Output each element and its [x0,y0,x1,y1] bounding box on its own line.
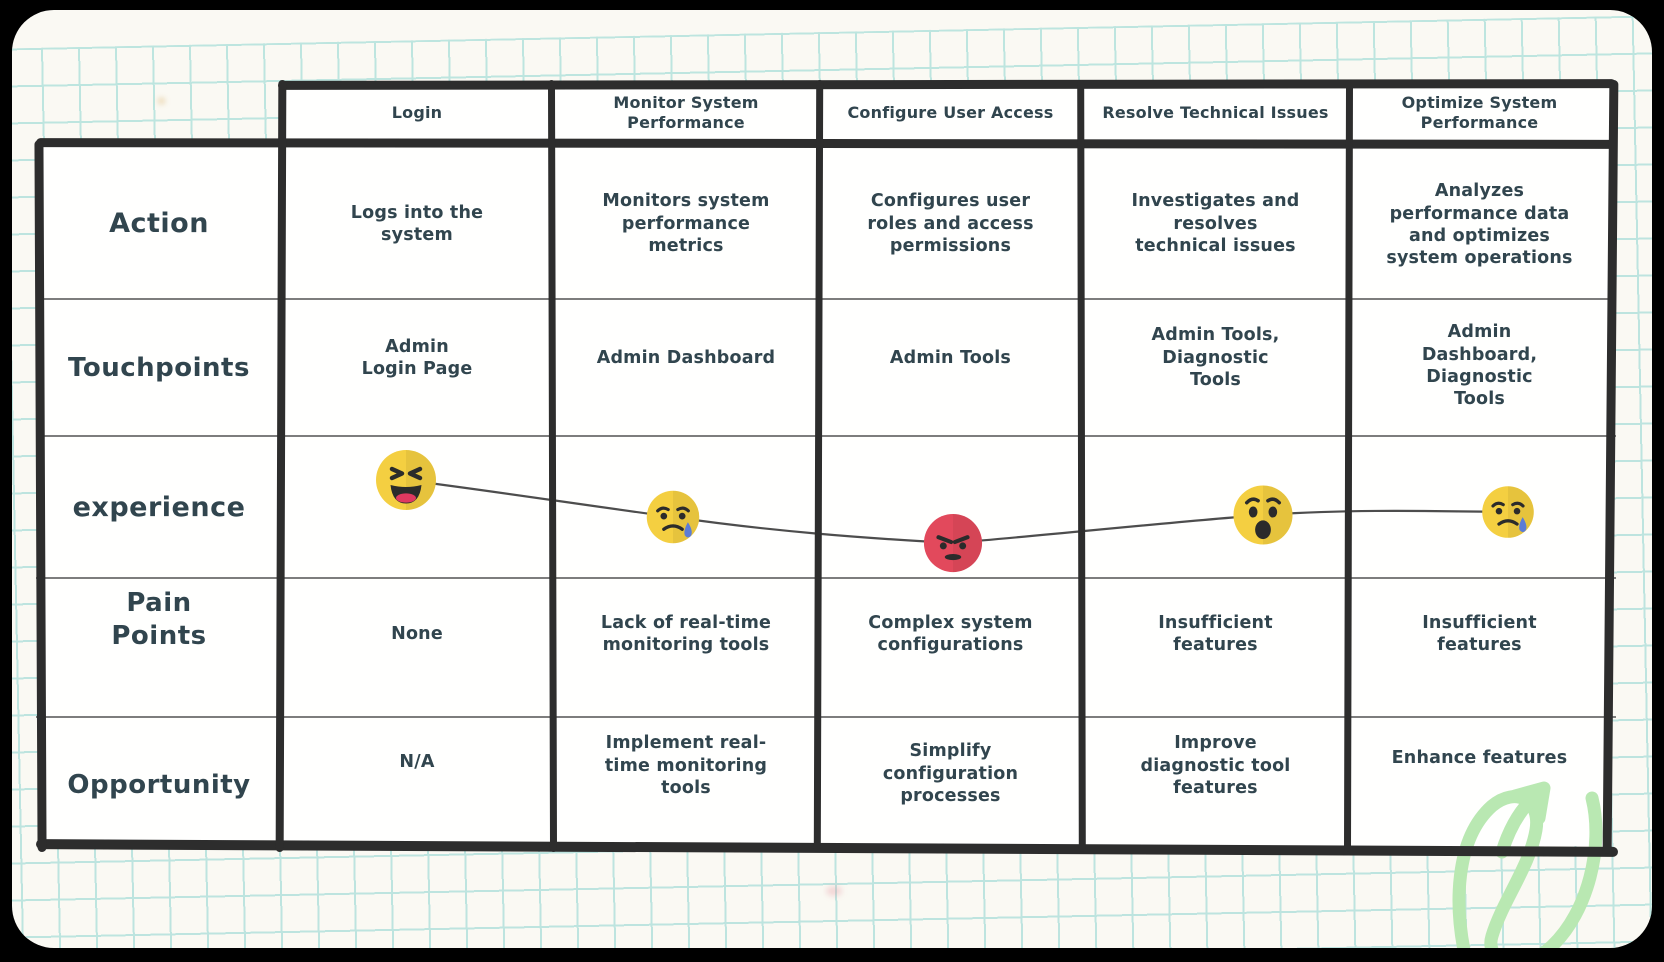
stage-header-configure: Configure User Access [847,102,1054,122]
pain-points-cell: None [391,623,443,644]
touchpoints-cell: Admin Dashboard [596,347,776,368]
action-cell: Configures user roles and access permiss… [867,191,1034,257]
opportunity-cell: Enhance features [1391,747,1568,768]
graph-paper-sheet: Login Monitor System Performance Configu… [12,10,1652,948]
stage-header-resolve: Resolve Technical Issues [1102,102,1329,122]
sad-tear-emoji-icon [1481,485,1536,540]
opportunity-cell: N/A [399,751,435,772]
action-cell: Analyzes performance data and optimizes … [1386,181,1573,269]
paper-smudge [826,886,842,896]
row-divider [36,577,1616,579]
header-row-background [280,82,1612,144]
opportunity-cell: Simplify configuration processes [882,741,1019,807]
pain-points-cell: Insufficient features [1422,612,1537,655]
pain-points-cell: Complex system configurations [868,612,1033,655]
opportunity-cell: Improve diagnostic tool features [1140,733,1291,799]
row-label-opportunity: Opportunity [67,770,251,801]
row-label-experience: experience [72,491,246,523]
row-divider [36,716,1616,718]
action-cell: Monitors system performance metrics [602,191,770,257]
row-label-touchpoints: Touchpoints [68,353,250,384]
angry-emoji-icon [922,512,984,574]
touchpoints-cell: Admin Tools, Diagnostic Tools [1151,325,1280,391]
action-cell: Investigates and resolves technical issu… [1131,191,1300,257]
surprised-emoji-icon [1232,484,1295,547]
touchpoints-cell: Admin Tools [889,347,1012,368]
row-label-pain-points: Pain Points [111,587,207,651]
sad-tear-emoji-icon [645,489,701,545]
touchpoints-cell: Admin Login Page [361,336,473,379]
pain-points-cell: Lack of real-time monitoring tools [600,612,772,655]
pain-points-cell: Insufficient features [1158,612,1273,655]
row-label-action: Action [109,207,209,239]
touchpoints-cell: Admin Dashboard, Diagnostic Tools [1421,322,1538,410]
paper-speck [158,98,165,104]
row-divider [36,435,1616,437]
row-divider [36,298,1616,300]
stage-header-monitor: Monitor System Performance [613,92,759,132]
stage-header-login: Login [391,102,443,122]
opportunity-cell: Implement real-time monitoring tools [604,733,768,799]
laughing-emoji-icon [374,448,438,512]
stage-header-optimize: Optimize System Performance [1401,92,1558,132]
action-cell: Logs into the system [350,202,484,245]
